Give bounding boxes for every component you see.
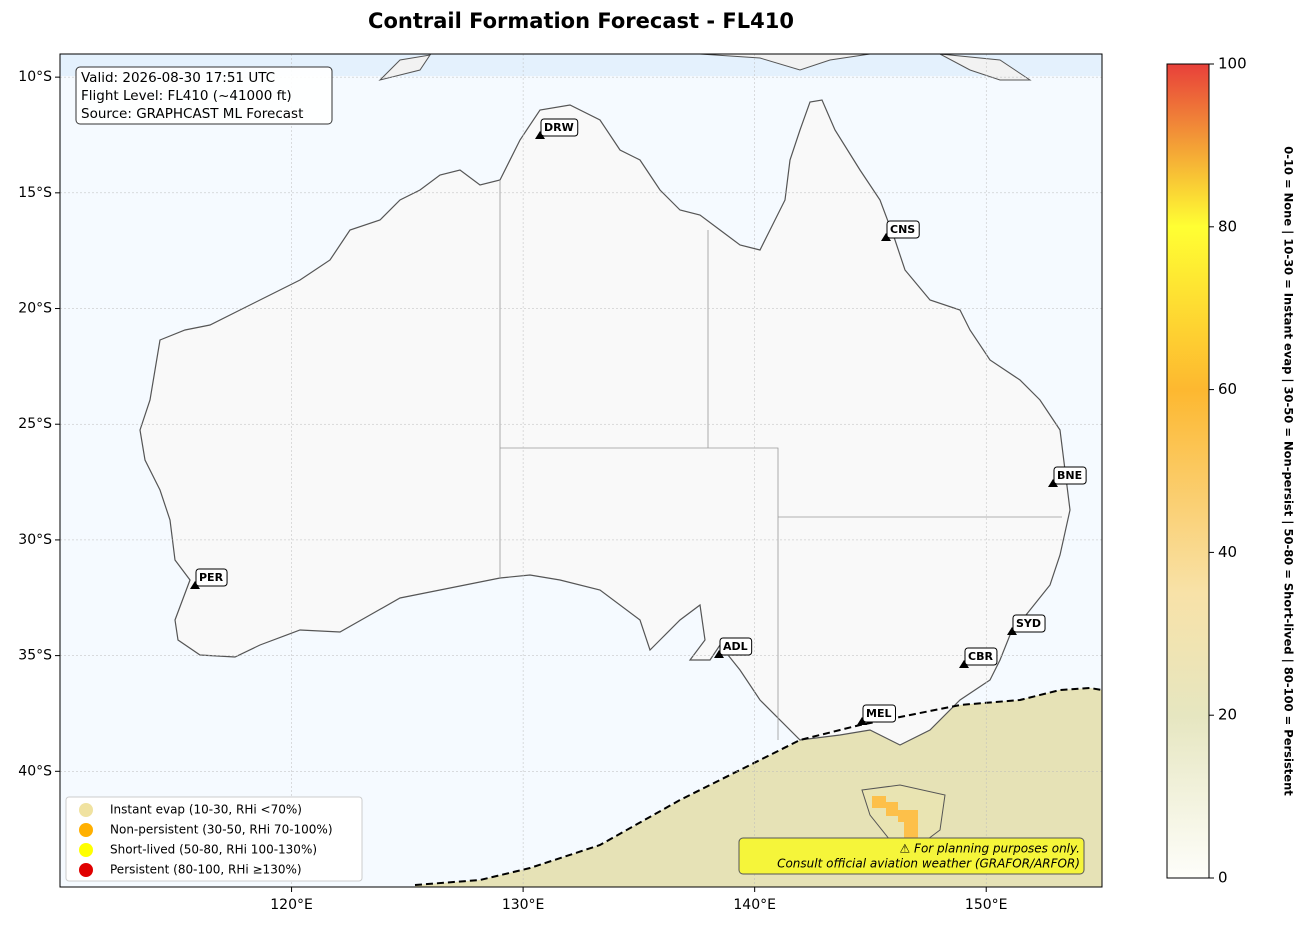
state-borders xyxy=(499,180,1062,740)
lon-label: 150°E xyxy=(965,897,1008,913)
hotspot xyxy=(872,796,918,840)
city-marker xyxy=(959,660,969,668)
info-box xyxy=(75,66,333,125)
city-label: ADL xyxy=(723,640,748,653)
lat-label: 35°S xyxy=(18,648,52,664)
title: Contrail Formation Forecast - FL410 xyxy=(368,9,794,33)
boundary xyxy=(414,686,1102,886)
cbar-tick-label: 60 xyxy=(1218,380,1237,398)
cbar-tick-label: 80 xyxy=(1218,217,1237,235)
cbar-tick-label: 100 xyxy=(1218,55,1247,73)
lat-label: 25°S xyxy=(18,416,52,432)
city-marker xyxy=(190,581,200,589)
lon-label: 120°E xyxy=(270,897,313,913)
info-line: Source: GRAPHCAST ML Forecast xyxy=(81,106,303,122)
cbar-tick-label: 20 xyxy=(1218,706,1237,724)
city-marker xyxy=(857,717,867,725)
city-box xyxy=(1012,614,1046,633)
legend-swatch xyxy=(79,803,93,817)
city-box xyxy=(964,647,998,666)
note-line: Consult official aviation weather (GRAFO… xyxy=(777,857,1080,871)
legend-label: Instant evap (10-30, RHi <70%) xyxy=(110,803,302,817)
colorbar xyxy=(1166,63,1210,879)
legend-box xyxy=(65,796,363,882)
city-marker xyxy=(714,650,724,658)
city-box xyxy=(1053,466,1087,485)
city-label: MEL xyxy=(866,707,891,720)
legend-label: Persistent (80-100, RHi ≥130%) xyxy=(110,863,302,877)
city-marker xyxy=(1048,479,1058,487)
info-line: Valid: 2026-08-30 17:51 UTC xyxy=(81,70,275,86)
city-box xyxy=(540,118,579,137)
city-box xyxy=(862,704,896,723)
legend-label: Short-lived (50-80, RHi 100-130%) xyxy=(110,843,317,857)
city-marker xyxy=(1007,627,1017,635)
lat-label: 30°S xyxy=(18,532,52,548)
city-label: BNE xyxy=(1057,469,1082,482)
info-line: Flight Level: FL410 (~41000 ft) xyxy=(81,88,292,104)
city-label: SYD xyxy=(1016,617,1041,630)
lon-label: 140°E xyxy=(733,897,776,913)
lat-label: 15°S xyxy=(18,185,52,201)
cbar-label: 0-10 = None | 10-30 = Instant evap | 30-… xyxy=(1282,146,1296,796)
map xyxy=(60,54,1102,887)
legend-label: Non-persistent (30-50, RHi 70-100%) xyxy=(110,823,333,837)
cbar-tick-label: 0 xyxy=(1218,869,1228,887)
city-label: CBR xyxy=(968,650,993,663)
lon-label: 130°E xyxy=(502,897,545,913)
city-marker xyxy=(881,233,891,241)
note-line: ⚠ For planning purposes only. xyxy=(900,842,1080,856)
city-box xyxy=(195,568,228,587)
islands xyxy=(378,54,1032,81)
australia xyxy=(139,99,1071,746)
map-frame xyxy=(59,53,1103,888)
cbar-tick-label: 40 xyxy=(1218,543,1237,561)
legend-swatch xyxy=(79,863,93,877)
legend-swatch xyxy=(79,843,93,857)
lat-label: 20°S xyxy=(18,301,52,317)
lat-label: 40°S xyxy=(18,763,52,779)
graticule xyxy=(60,54,1102,887)
note-box xyxy=(738,837,1085,875)
legend-swatch xyxy=(79,823,93,837)
city-label: DRW xyxy=(544,121,574,134)
city-label: CNS xyxy=(890,223,915,236)
city-label: PER xyxy=(199,571,224,584)
city-box xyxy=(886,220,920,239)
city-marker xyxy=(535,131,545,139)
lat-label: 10°S xyxy=(18,69,52,85)
city-box xyxy=(719,637,753,656)
